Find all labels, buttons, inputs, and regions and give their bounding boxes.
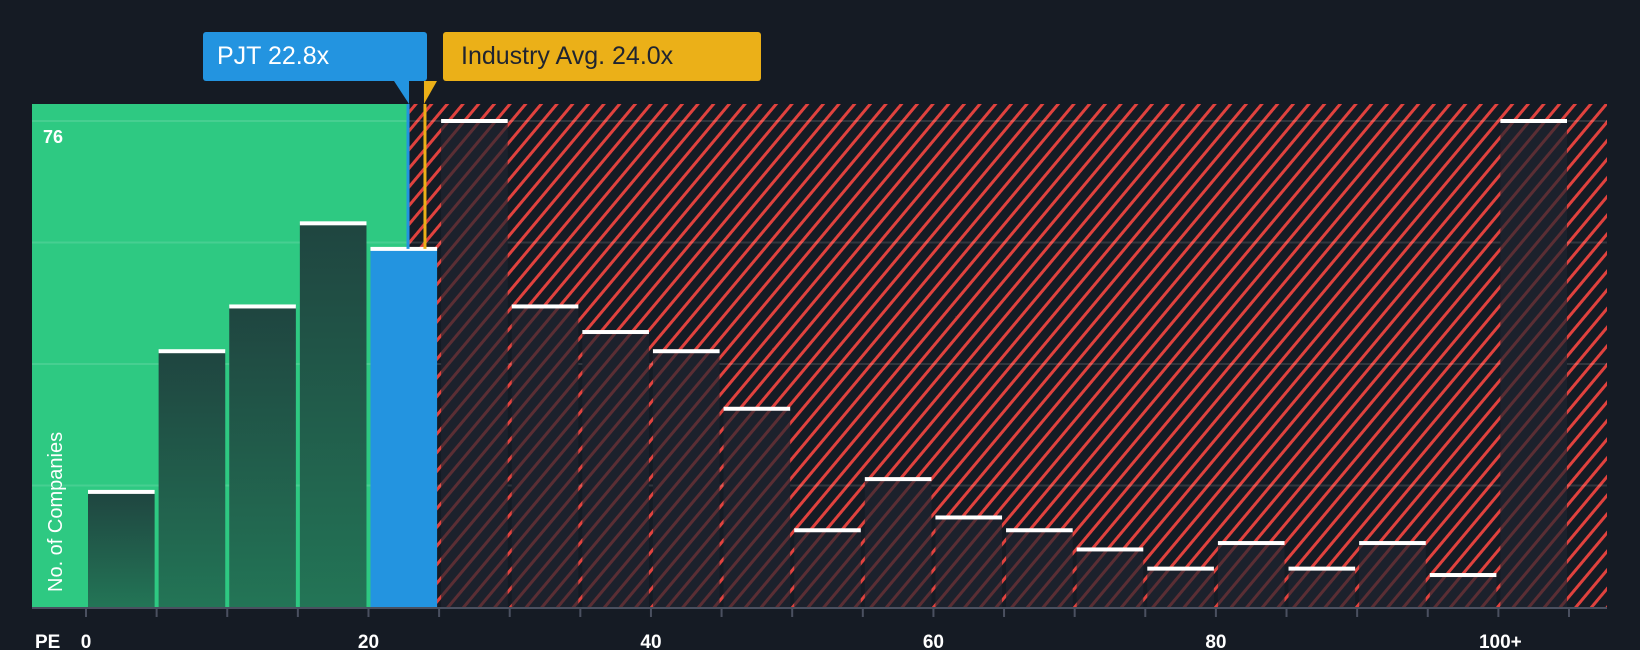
histogram-bar — [794, 530, 861, 607]
x-tick-label: 60 — [923, 632, 944, 650]
industry-pointer-icon — [423, 81, 437, 104]
company-pointer-icon — [394, 81, 410, 104]
histogram-bar — [1006, 530, 1073, 607]
histogram-bar — [441, 121, 508, 607]
bar-cap — [88, 489, 155, 494]
bar-cap — [441, 119, 508, 123]
x-axis-title: PE — [35, 632, 60, 650]
bar-cap — [370, 246, 438, 251]
bar-cap — [511, 304, 579, 309]
x-tick-label: 100+ — [1479, 632, 1522, 650]
industry-avg-label: Industry Avg. 24.0x — [461, 42, 674, 70]
histogram-bar — [864, 479, 932, 607]
x-tick-label: 0 — [81, 632, 92, 650]
industry-avg-callout: Industry Avg. 24.0x — [443, 32, 761, 81]
histogram-bar — [652, 351, 720, 607]
company-pe-label: PJT 22.8x — [217, 42, 330, 70]
histogram-bar — [1217, 543, 1285, 607]
y-max-label: 76 — [43, 127, 63, 147]
histogram-bar — [88, 491, 155, 607]
company-pe-callout: PJT 22.8x — [203, 32, 427, 81]
histogram-bar — [582, 332, 649, 607]
bar-cap — [1429, 573, 1497, 578]
histogram-bars — [88, 119, 1567, 608]
bar-cap — [935, 515, 1003, 520]
bar-cap — [1006, 528, 1073, 533]
value-markers — [394, 81, 437, 249]
histogram-bar — [935, 517, 1003, 607]
histogram-bar — [299, 223, 367, 607]
bar-cap — [652, 349, 720, 354]
y-axis-title: No. of Companies — [45, 432, 67, 592]
histogram-bar — [1288, 568, 1356, 607]
bar-cap — [1359, 541, 1426, 546]
histogram-bar — [511, 306, 579, 607]
histogram-bar — [723, 408, 791, 607]
x-tick-label: 80 — [1205, 632, 1226, 650]
bar-cap — [158, 349, 226, 354]
bar-cap — [1076, 547, 1144, 552]
bar-cap — [794, 528, 861, 533]
histogram-bar — [229, 306, 296, 607]
histogram-bar — [1359, 543, 1426, 607]
x-axis: 0 20 40 60 80 100+ — [32, 607, 1607, 650]
histogram-bar — [1500, 121, 1567, 607]
histogram-bar — [370, 248, 438, 608]
bar-cap — [1217, 541, 1285, 546]
bar-cap — [1147, 566, 1214, 571]
x-tick-label: 40 — [640, 632, 661, 650]
bar-cap — [1500, 119, 1567, 123]
histogram-bar — [1429, 575, 1497, 607]
bar-cap — [1288, 566, 1356, 571]
bar-cap — [864, 477, 932, 482]
bar-cap — [299, 221, 367, 226]
bar-cap — [582, 330, 649, 335]
histogram-bar — [1076, 549, 1144, 607]
x-tick-label: 20 — [358, 632, 379, 650]
histogram-bar — [1147, 568, 1214, 607]
histogram-bar — [158, 351, 226, 607]
bar-cap — [723, 406, 791, 411]
bar-cap — [229, 304, 296, 309]
